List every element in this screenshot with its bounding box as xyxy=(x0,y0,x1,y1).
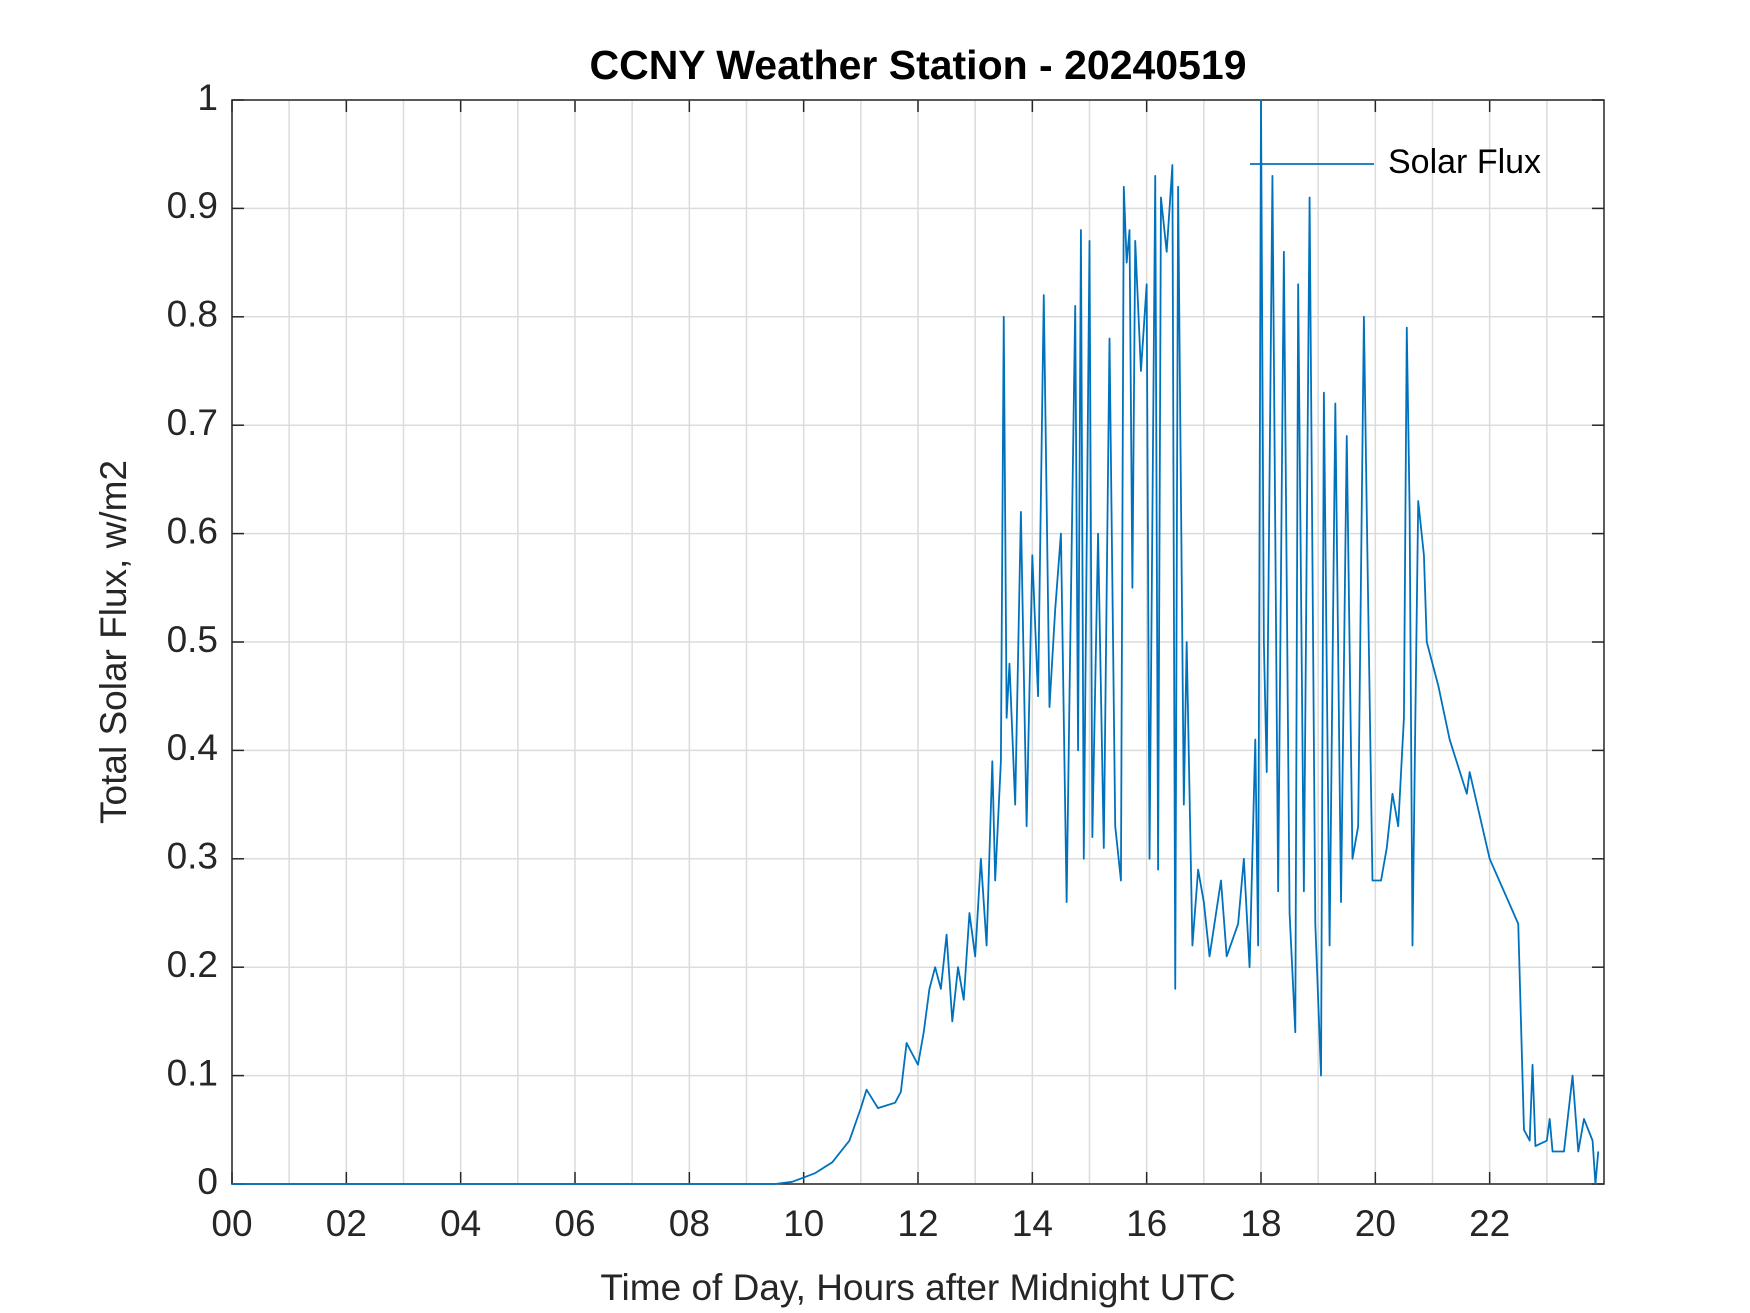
y-tick-label: 0.8 xyxy=(167,294,218,335)
x-tick-label: 02 xyxy=(326,1203,367,1244)
axes-box xyxy=(231,99,1605,1185)
x-tick-label: 20 xyxy=(1355,1203,1396,1244)
x-tick-label: 00 xyxy=(211,1203,252,1244)
x-axis-label: Time of Day, Hours after Midnight UTC xyxy=(600,1267,1235,1308)
x-tick-label: 06 xyxy=(554,1203,595,1244)
y-tick-label: 0 xyxy=(197,1161,218,1202)
legend-label: Solar Flux xyxy=(1388,143,1541,181)
x-tick-label: 18 xyxy=(1240,1203,1281,1244)
y-axis-label: Total Solar Flux, w/m2 xyxy=(93,460,134,824)
y-tick-label: 0.5 xyxy=(167,619,218,660)
y-tick-label: 0.4 xyxy=(167,727,218,768)
x-tick-label: 04 xyxy=(440,1203,481,1244)
x-tick-label: 10 xyxy=(783,1203,824,1244)
y-tick-label: 0.7 xyxy=(167,402,218,443)
y-tick-label: 0.2 xyxy=(167,944,218,985)
x-tick-label: 16 xyxy=(1126,1203,1167,1244)
y-tick-label: 1 xyxy=(197,77,218,118)
x-tick-label: 14 xyxy=(1012,1203,1053,1244)
x-tick-label: 22 xyxy=(1469,1203,1510,1244)
chart-title: CCNY Weather Station - 20240519 xyxy=(589,42,1246,88)
x-tick-label: 08 xyxy=(669,1203,710,1244)
y-tick-label: 0.3 xyxy=(167,836,218,877)
y-tick-label: 0.6 xyxy=(167,510,218,551)
data-line xyxy=(232,99,1600,1185)
y-tick-label: 0.1 xyxy=(167,1052,218,1093)
y-tick-label: 0.9 xyxy=(167,185,218,226)
x-tick-label: 12 xyxy=(897,1203,938,1244)
